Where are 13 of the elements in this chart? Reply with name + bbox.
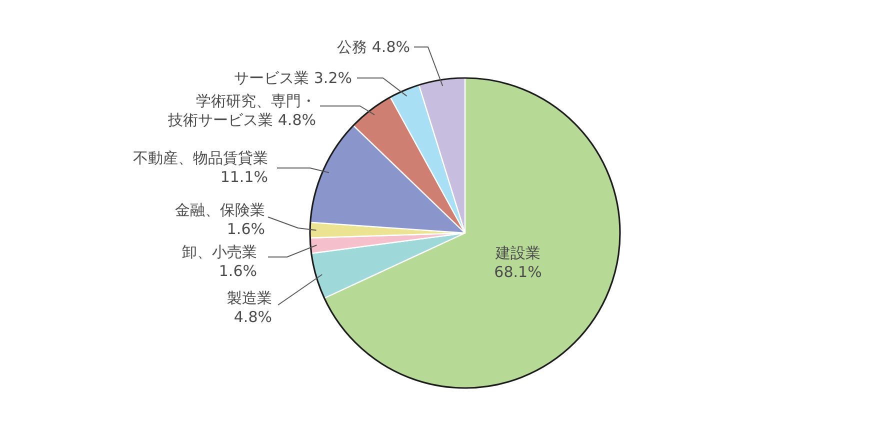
data-label: 1.6% <box>218 262 257 280</box>
slice-label: 学術研究、専門・技術サービス業 4.8% <box>167 92 316 129</box>
slice-label: 建設業 <box>494 244 540 262</box>
data-label: 4.8% <box>234 308 272 326</box>
data-label: 1.6% <box>226 220 265 238</box>
data-label: 11.1% <box>220 168 268 186</box>
slice-label: 製造業 <box>227 289 272 307</box>
slice-label: 不動産、物品賃貸業 <box>133 149 268 167</box>
slice-label: サービス業 3.2% <box>234 69 352 87</box>
slice-label: 卸、小売業 <box>182 243 257 261</box>
slice-label: 公務 4.8% <box>337 38 410 56</box>
data-label: 68.1% <box>494 263 542 281</box>
slice-label: 金融、保険業 <box>175 201 265 219</box>
